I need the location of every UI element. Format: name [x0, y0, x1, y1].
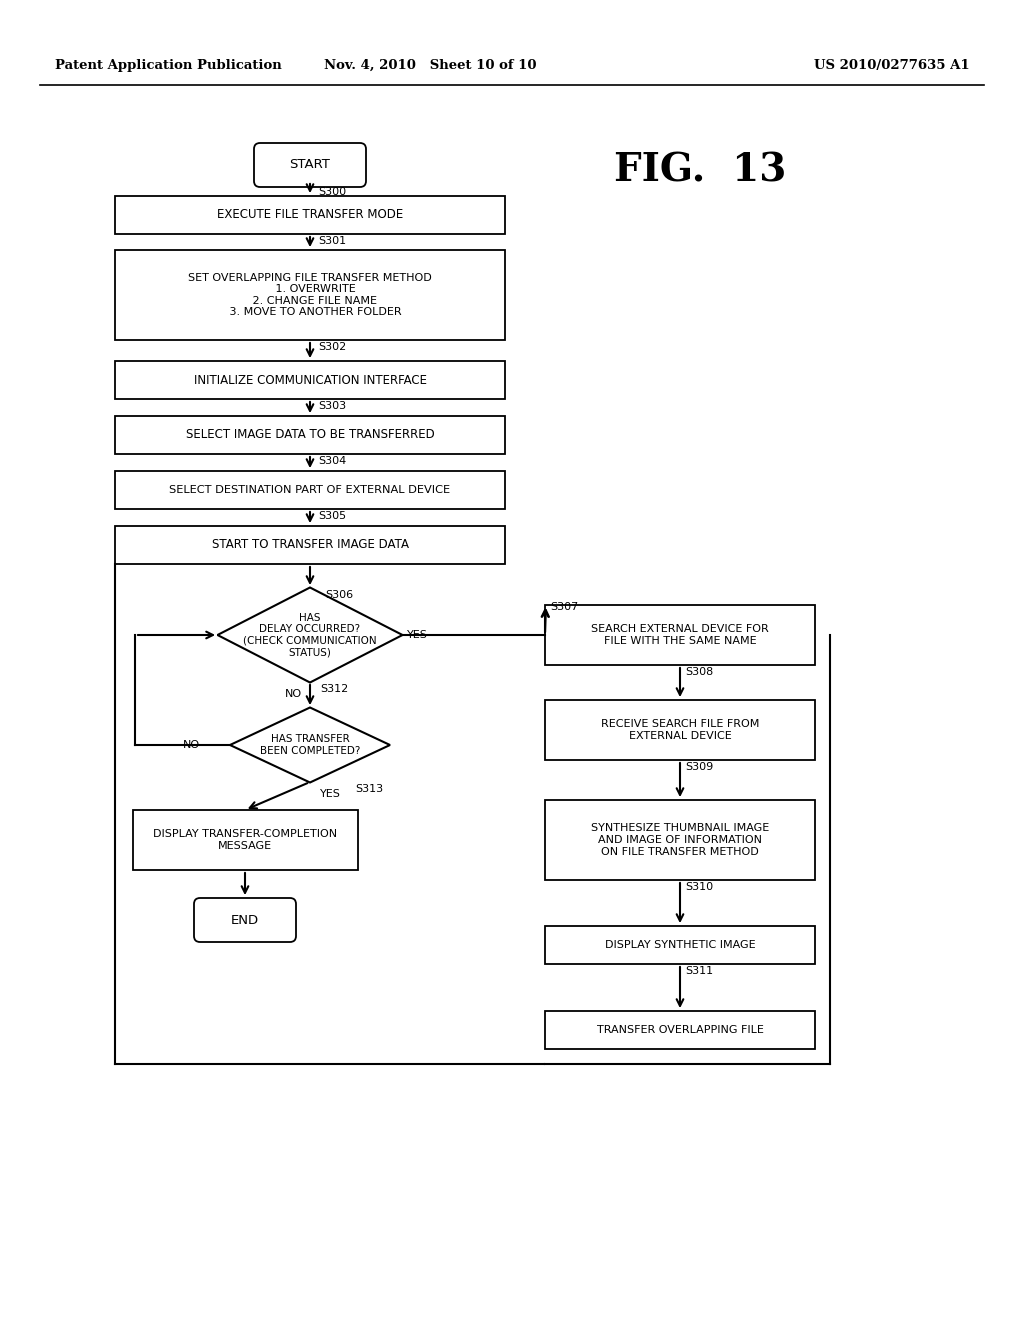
Text: S302: S302 [318, 342, 346, 352]
Text: S313: S313 [355, 784, 383, 795]
Text: S311: S311 [685, 966, 713, 975]
Text: SYNTHESIZE THUMBNAIL IMAGE
AND IMAGE OF INFORMATION
ON FILE TRANSFER METHOD: SYNTHESIZE THUMBNAIL IMAGE AND IMAGE OF … [591, 824, 769, 857]
FancyBboxPatch shape [545, 700, 815, 760]
FancyBboxPatch shape [545, 1011, 815, 1049]
Text: HAS TRANSFER
BEEN COMPLETED?: HAS TRANSFER BEEN COMPLETED? [260, 734, 360, 756]
Text: Nov. 4, 2010   Sheet 10 of 10: Nov. 4, 2010 Sheet 10 of 10 [324, 58, 537, 71]
Text: Patent Application Publication: Patent Application Publication [55, 58, 282, 71]
Text: START: START [290, 158, 331, 172]
FancyBboxPatch shape [115, 416, 505, 454]
Text: TRANSFER OVERLAPPING FILE: TRANSFER OVERLAPPING FILE [597, 1026, 764, 1035]
Text: S306: S306 [325, 590, 353, 601]
Text: HAS
DELAY OCCURRED?
(CHECK COMMUNICATION
STATUS): HAS DELAY OCCURRED? (CHECK COMMUNICATION… [243, 612, 377, 657]
Text: S300: S300 [318, 187, 346, 197]
FancyBboxPatch shape [115, 249, 505, 341]
Text: YES: YES [319, 789, 341, 799]
Text: S307: S307 [550, 602, 579, 612]
Text: S309: S309 [685, 762, 714, 772]
Text: SELECT IMAGE DATA TO BE TRANSFERRED: SELECT IMAGE DATA TO BE TRANSFERRED [185, 429, 434, 441]
Text: SEARCH EXTERNAL DEVICE FOR
FILE WITH THE SAME NAME: SEARCH EXTERNAL DEVICE FOR FILE WITH THE… [591, 624, 769, 645]
FancyBboxPatch shape [194, 898, 296, 942]
Text: END: END [231, 913, 259, 927]
Text: FIG.  13: FIG. 13 [613, 150, 786, 189]
Text: NO: NO [285, 689, 302, 700]
Text: EXECUTE FILE TRANSFER MODE: EXECUTE FILE TRANSFER MODE [217, 209, 403, 222]
Text: S312: S312 [319, 684, 348, 694]
Text: INITIALIZE COMMUNICATION INTERFACE: INITIALIZE COMMUNICATION INTERFACE [194, 374, 427, 387]
Text: S304: S304 [318, 455, 346, 466]
Text: S301: S301 [318, 236, 346, 246]
FancyBboxPatch shape [115, 360, 505, 399]
Text: NO: NO [183, 741, 200, 750]
FancyBboxPatch shape [115, 525, 505, 564]
FancyBboxPatch shape [545, 800, 815, 880]
FancyBboxPatch shape [132, 810, 357, 870]
Polygon shape [217, 587, 402, 682]
Polygon shape [230, 708, 390, 783]
Text: SELECT DESTINATION PART OF EXTERNAL DEVICE: SELECT DESTINATION PART OF EXTERNAL DEVI… [169, 484, 451, 495]
Text: RECEIVE SEARCH FILE FROM
EXTERNAL DEVICE: RECEIVE SEARCH FILE FROM EXTERNAL DEVICE [601, 719, 759, 741]
FancyBboxPatch shape [115, 471, 505, 510]
Text: DISPLAY SYNTHETIC IMAGE: DISPLAY SYNTHETIC IMAGE [605, 940, 756, 950]
Text: YES: YES [407, 630, 428, 640]
FancyBboxPatch shape [254, 143, 366, 187]
Text: S308: S308 [685, 667, 714, 677]
Text: S305: S305 [318, 511, 346, 521]
Text: START TO TRANSFER IMAGE DATA: START TO TRANSFER IMAGE DATA [212, 539, 409, 552]
Text: S310: S310 [685, 882, 713, 892]
Text: S303: S303 [318, 401, 346, 411]
FancyBboxPatch shape [115, 195, 505, 234]
Text: US 2010/0277635 A1: US 2010/0277635 A1 [814, 58, 970, 71]
FancyBboxPatch shape [545, 605, 815, 665]
FancyBboxPatch shape [545, 927, 815, 964]
Text: DISPLAY TRANSFER-COMPLETION
MESSAGE: DISPLAY TRANSFER-COMPLETION MESSAGE [153, 829, 337, 851]
Text: SET OVERLAPPING FILE TRANSFER METHOD
   1. OVERWRITE
   2. CHANGE FILE NAME
   3: SET OVERLAPPING FILE TRANSFER METHOD 1. … [188, 273, 432, 317]
